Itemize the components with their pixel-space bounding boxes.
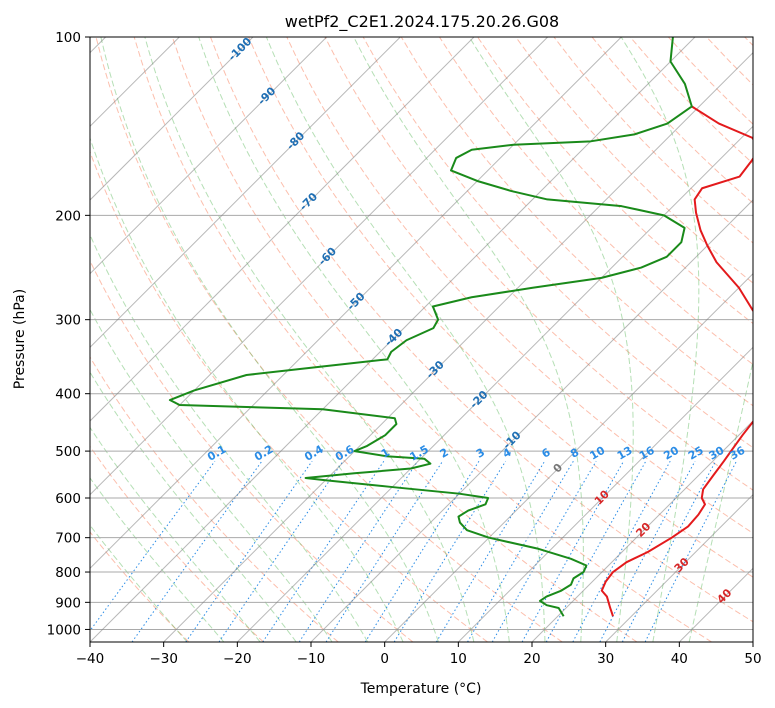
x-axis-ticks: −40 −30 −20 −10 0 10 20 30 40 50 xyxy=(76,642,762,667)
isotherm-line xyxy=(605,493,753,642)
plot-frame xyxy=(89,36,754,643)
isotherm-line xyxy=(90,37,328,275)
dry-adiabat xyxy=(90,445,264,642)
moist-adiabat xyxy=(100,37,439,642)
isotherm-line xyxy=(310,199,753,642)
y-tick-label: 900 xyxy=(55,595,81,611)
moist-adiabat xyxy=(90,371,297,642)
dry-adiabat xyxy=(90,531,190,642)
dewpoint-profile xyxy=(168,37,693,617)
x-tick-label: 20 xyxy=(523,651,540,667)
moist-adiabat xyxy=(90,233,369,642)
y-tick-label: 700 xyxy=(55,531,81,547)
mixing-ratio-line xyxy=(364,460,480,642)
dry-adiabat xyxy=(248,37,753,578)
mixing-ratio-line xyxy=(621,460,717,642)
isotherm-line xyxy=(90,37,254,201)
mixing-ratio-line xyxy=(90,460,216,632)
sounding-profiles xyxy=(168,37,753,617)
isotherm-line xyxy=(90,37,622,570)
mixing-ratio-lines xyxy=(90,460,737,642)
moist-adiabat xyxy=(688,358,753,642)
moist-adiabat xyxy=(90,136,404,642)
dry-adiabat xyxy=(439,37,753,366)
x-tick-label: 10 xyxy=(450,651,467,667)
y-tick-label: 800 xyxy=(55,565,81,581)
x-tick-label: −20 xyxy=(223,651,252,667)
dry-adiabat xyxy=(95,37,563,642)
y-tick-label: 600 xyxy=(55,491,81,507)
mixing-ratio-line xyxy=(599,460,696,642)
isotherm-line xyxy=(90,37,696,642)
dry-adiabat xyxy=(210,37,753,623)
moist-adiabat xyxy=(353,37,584,642)
chart-title: wetPf2_C2E1.2024.175.20.26.G08 xyxy=(285,12,559,32)
isotherm-line xyxy=(163,51,753,642)
y-tick-label: 200 xyxy=(55,208,81,224)
x-tick-label: 40 xyxy=(671,651,688,667)
mixing-ratio-line xyxy=(393,460,507,642)
dry-adiabat xyxy=(90,150,488,642)
moist-adiabat xyxy=(620,37,700,642)
moist-adiabat xyxy=(90,477,225,642)
x-tick-label: −30 xyxy=(149,651,178,667)
isotherm-line xyxy=(384,272,753,642)
mixing-ratio-line xyxy=(644,460,737,642)
dry-adiabat xyxy=(90,356,339,642)
moist-adiabat xyxy=(90,426,261,642)
mixing-ratio-line xyxy=(131,460,263,642)
isotherm-line xyxy=(90,37,549,496)
y-tick-label: 1000 xyxy=(47,622,81,638)
mixing-ratio-line xyxy=(572,460,671,642)
y-tick-label: 100 xyxy=(55,30,81,46)
dry-adiabat xyxy=(400,37,753,407)
x-tick-label: 50 xyxy=(744,651,761,667)
dry-adiabat xyxy=(515,37,753,284)
x-tick-label: 30 xyxy=(597,651,614,667)
isotherm-line xyxy=(236,125,753,642)
y-tick-label: 300 xyxy=(55,313,81,329)
isotherm-line xyxy=(90,37,401,349)
x-tick-label: −10 xyxy=(297,651,326,667)
moist-adiabat xyxy=(198,37,510,642)
y-axis-ticks: 100 200 300 400 500 600 700 800 900 1000 xyxy=(47,30,90,638)
isotherm-grid xyxy=(90,37,753,642)
dry-adiabat xyxy=(133,37,638,642)
x-axis-title: Temperature (°C) xyxy=(360,681,482,697)
isotherm-line xyxy=(90,37,475,422)
moist-adiabat xyxy=(265,37,546,642)
moist-adiabat xyxy=(144,37,475,642)
isotherm-line xyxy=(457,346,753,642)
moist-adiabats xyxy=(90,37,753,642)
x-tick-label: −40 xyxy=(76,651,105,667)
moist-adiabat xyxy=(90,524,188,642)
isobar-grid xyxy=(90,37,753,630)
mixing-ratio-line xyxy=(262,460,385,642)
x-tick-label: 0 xyxy=(380,651,389,667)
mixing-ratio-line xyxy=(521,460,625,642)
isotherm-line xyxy=(531,420,753,642)
mixing-ratio-line xyxy=(325,460,444,642)
y-tick-label: 500 xyxy=(55,444,81,460)
temperature-profile xyxy=(600,105,753,617)
y-axis-title: Pressure (hPa) xyxy=(12,289,28,389)
y-tick-label: 400 xyxy=(55,387,81,403)
mixing-ratio-line xyxy=(298,460,419,642)
